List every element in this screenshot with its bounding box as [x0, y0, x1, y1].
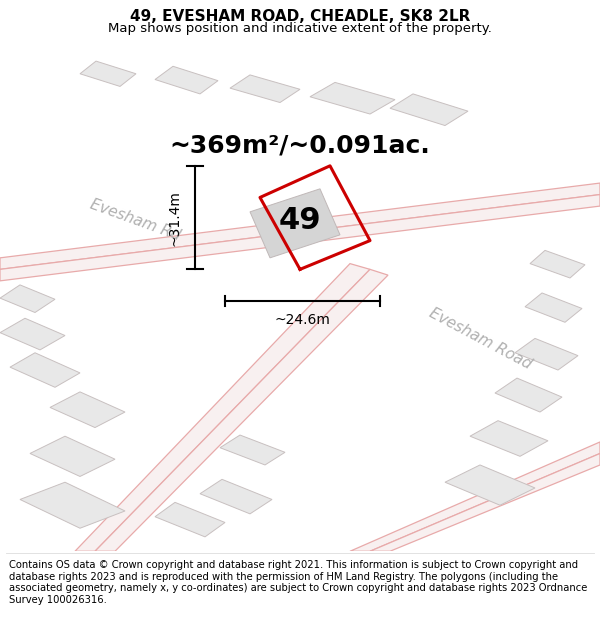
Polygon shape [155, 66, 218, 94]
Polygon shape [75, 264, 370, 551]
Polygon shape [515, 338, 578, 370]
Text: ~31.4m: ~31.4m [167, 189, 181, 246]
Polygon shape [525, 293, 582, 322]
Polygon shape [20, 482, 125, 528]
Polygon shape [30, 436, 115, 476]
Polygon shape [310, 82, 395, 114]
Polygon shape [230, 75, 300, 102]
Polygon shape [470, 421, 548, 456]
Text: Map shows position and indicative extent of the property.: Map shows position and indicative extent… [108, 22, 492, 35]
Text: ~369m²/~0.091ac.: ~369m²/~0.091ac. [170, 134, 430, 158]
Polygon shape [80, 61, 136, 86]
Text: 49, EVESHAM ROAD, CHEADLE, SK8 2LR: 49, EVESHAM ROAD, CHEADLE, SK8 2LR [130, 9, 470, 24]
Text: Evesham Road: Evesham Road [426, 305, 534, 372]
Text: 49: 49 [278, 206, 322, 235]
Polygon shape [50, 392, 125, 428]
Polygon shape [220, 435, 285, 465]
Polygon shape [200, 479, 272, 514]
Polygon shape [155, 503, 225, 537]
Polygon shape [370, 454, 600, 551]
Polygon shape [445, 465, 535, 505]
Polygon shape [0, 183, 600, 269]
Polygon shape [350, 442, 600, 551]
Text: ~24.6m: ~24.6m [275, 312, 331, 326]
Polygon shape [250, 189, 340, 258]
Polygon shape [0, 285, 55, 312]
Polygon shape [0, 318, 65, 350]
Polygon shape [530, 251, 585, 278]
Polygon shape [0, 194, 600, 281]
Text: Evesham Rd: Evesham Rd [88, 197, 182, 244]
Polygon shape [390, 94, 468, 126]
Polygon shape [10, 352, 80, 388]
Polygon shape [95, 269, 388, 551]
Polygon shape [495, 378, 562, 412]
Text: Contains OS data © Crown copyright and database right 2021. This information is : Contains OS data © Crown copyright and d… [9, 560, 587, 605]
